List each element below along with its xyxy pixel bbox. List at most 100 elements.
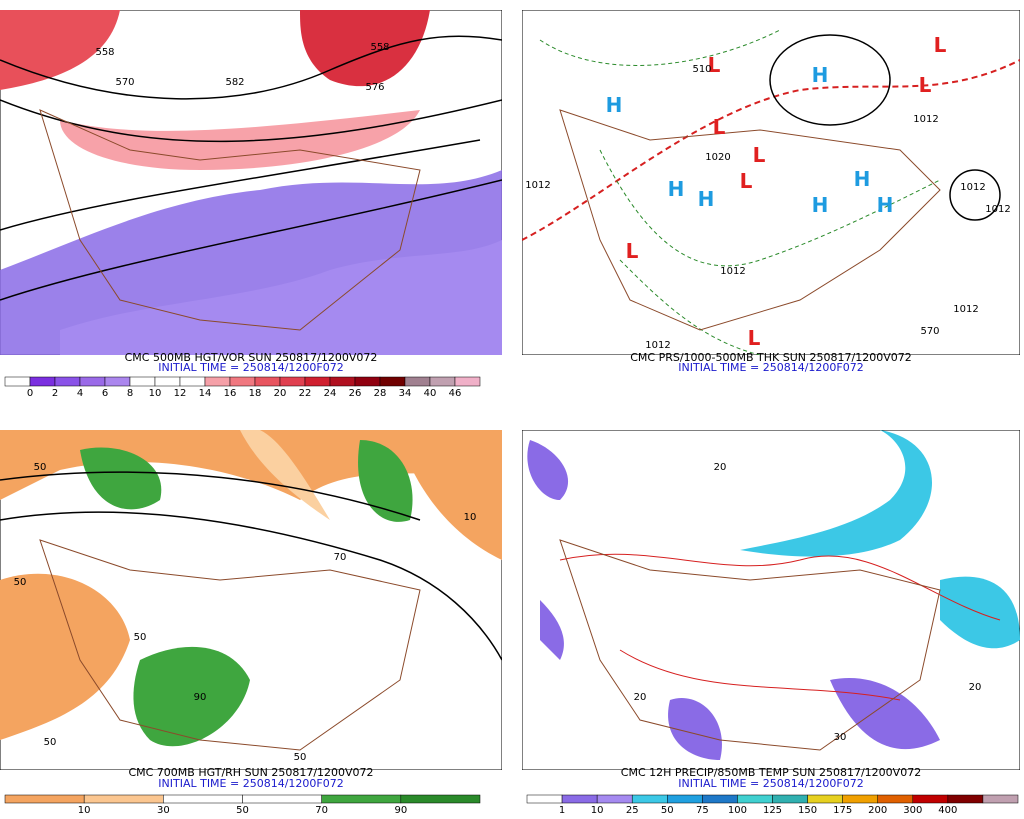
pressure-center: L — [919, 73, 932, 97]
colorbar-swatch — [29, 376, 56, 387]
colorbar-label: 16 — [224, 388, 237, 399]
initial-time: INITIAL TIME = 250814/1200F072 — [158, 361, 343, 374]
pressure-center: L — [934, 33, 947, 57]
contour-label: 558 — [370, 42, 389, 53]
pressure-center: L — [713, 115, 726, 139]
colorbar-swatch — [329, 376, 356, 387]
map-500mb — [0, 10, 502, 355]
map-caption: CMC 700MB HGT/RH SUN 250817/1200V072 — [128, 766, 373, 779]
colorbar-label: 50 — [236, 805, 249, 816]
contour-label: 570 — [920, 326, 939, 337]
contour-label: 1012 — [960, 182, 985, 193]
contour-label: 1012 — [525, 180, 550, 191]
colorbar-label: 12 — [174, 388, 187, 399]
colorbar-swatch — [4, 794, 85, 804]
colorbar-swatch — [912, 794, 949, 804]
colorbar-swatch — [526, 794, 563, 804]
colorbar-swatch — [154, 376, 181, 387]
pressure-center: H — [606, 93, 623, 117]
pressure-center: H — [812, 63, 829, 87]
colorbar-swatch — [254, 376, 281, 387]
contour-label: 20 — [969, 682, 982, 693]
colorbar-label: 25 — [626, 805, 639, 816]
colorbar-swatch — [354, 376, 381, 387]
contour-label: 582 — [225, 77, 244, 88]
contour-label: 50 — [34, 462, 47, 473]
map-caption: CMC 12H PRECIP/850MB TEMP SUN 250817/120… — [621, 766, 921, 779]
contour-label: 1012 — [985, 204, 1010, 215]
colorbar-swatch — [163, 794, 243, 804]
pressure-center: H — [668, 177, 685, 201]
colorbar-label: 14 — [199, 388, 212, 399]
pressure-center: H — [854, 167, 871, 191]
contour-label: 510 — [692, 64, 711, 75]
colorbar-label: 30 — [157, 805, 170, 816]
colorbar-swatch — [204, 376, 231, 387]
contour-label: 20 — [714, 462, 727, 473]
colorbar-swatch — [737, 794, 773, 804]
colorbar-swatch — [842, 794, 878, 804]
colorbar-swatch — [877, 794, 914, 804]
colorbar-label: 50 — [661, 805, 674, 816]
contour-label: 558 — [95, 47, 114, 58]
colorbar-label: 1 — [559, 805, 565, 816]
colorbar-label: 18 — [249, 388, 262, 399]
initial-time: INITIAL TIME = 250814/1200F072 — [678, 777, 863, 790]
contour-label: 50 — [14, 577, 27, 588]
contour-label: 30 — [834, 732, 847, 743]
colorbar-label: 4 — [77, 388, 83, 399]
colorbar-label: 150 — [798, 805, 817, 816]
pressure-center: L — [626, 239, 639, 263]
colorbar-swatch — [807, 794, 843, 804]
colorbar-label: 40 — [424, 388, 437, 399]
colorbar-swatch — [400, 794, 481, 804]
colorbar-swatch — [379, 376, 406, 387]
colorbar-swatch — [179, 376, 206, 387]
colorbar-label: 75 — [696, 805, 709, 816]
colorbar-label: 300 — [903, 805, 922, 816]
colorbar-label: 26 — [349, 388, 362, 399]
colorbar-swatch — [54, 376, 81, 387]
contour-label: 1012 — [720, 266, 745, 277]
contour-label: 70 — [334, 552, 347, 563]
map-caption: CMC 500MB HGT/VOR SUN 250817/1200V072 — [125, 351, 378, 364]
map-precip — [522, 430, 1020, 770]
initial-time: INITIAL TIME = 250814/1200F072 — [158, 777, 343, 790]
contour-label: 90 — [194, 692, 207, 703]
colorbar-label: 100 — [728, 805, 747, 816]
map-pressure — [522, 10, 1020, 355]
pressure-center: L — [748, 326, 761, 350]
colorbar-swatch — [596, 794, 633, 804]
colorbar-swatch — [279, 376, 306, 387]
colorbar-swatch — [947, 794, 984, 804]
colorbar-swatch — [242, 794, 322, 804]
colorbar-swatch — [429, 376, 456, 387]
contour-label: 1012 — [953, 304, 978, 315]
contour-label: 570 — [115, 77, 134, 88]
pressure-center: L — [753, 143, 766, 167]
colorbar-label: 24 — [324, 388, 337, 399]
colorbar-label: 22 — [299, 388, 312, 399]
contour-label: 50 — [44, 737, 57, 748]
colorbar-swatch — [561, 794, 598, 804]
pressure-center: H — [877, 193, 894, 217]
colorbar-swatch — [667, 794, 703, 804]
colorbar-swatch — [982, 794, 1019, 804]
colorbar-label: 125 — [763, 805, 782, 816]
colorbar-swatch — [702, 794, 738, 804]
colorbar-swatch — [321, 794, 402, 804]
contour-label: 1012 — [913, 114, 938, 125]
contour-label: 1012 — [645, 340, 670, 351]
contour-label: 10 — [464, 512, 477, 523]
colorbar-swatch — [454, 376, 481, 387]
colorbar-label: 28 — [374, 388, 387, 399]
colorbar-label: 8 — [127, 388, 133, 399]
colorbar-label: 46 — [449, 388, 462, 399]
colorbar-label: 6 — [102, 388, 108, 399]
colorbar-label: 34 — [399, 388, 412, 399]
initial-time: INITIAL TIME = 250814/1200F072 — [678, 361, 863, 374]
contour-label: 576 — [365, 82, 384, 93]
map-700mb — [0, 430, 502, 770]
colorbar-label: 10 — [78, 805, 91, 816]
